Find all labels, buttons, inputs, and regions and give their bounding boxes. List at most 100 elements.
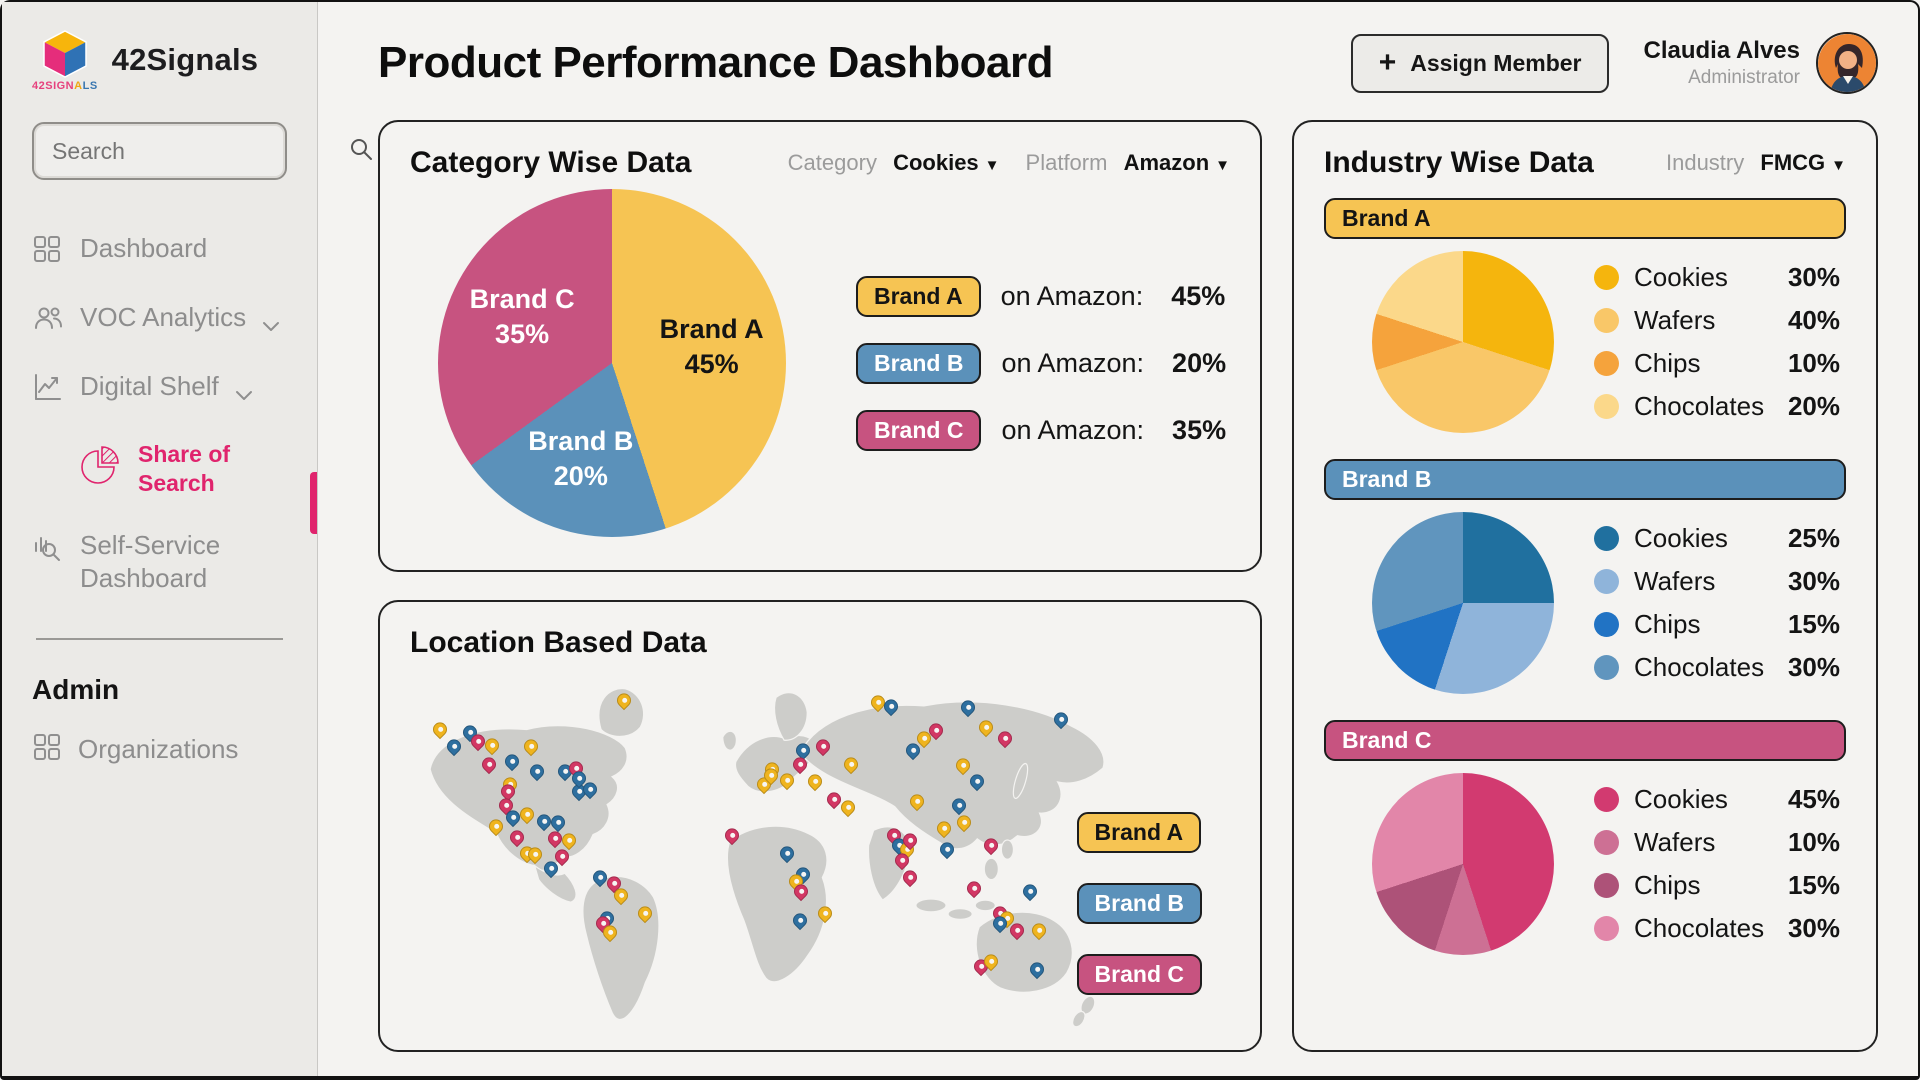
industry-section-row: Cookies 30% Wafers 40% Chips 10% Chocolates 20%	[1324, 251, 1846, 433]
legend-dot	[1594, 655, 1619, 680]
search-input[interactable]	[52, 137, 348, 165]
legend-value: 30%	[1787, 566, 1840, 596]
legend-label: Chocolates	[1634, 652, 1765, 682]
grid-icon	[32, 234, 64, 271]
dropdown-arrow-icon: ▼	[1831, 157, 1846, 174]
industry-legend: Cookies 45% Wafers 10% Chips 15% Chocolates 30%	[1594, 784, 1846, 944]
legend-value: 15%	[1787, 609, 1840, 639]
legend-dot	[1594, 308, 1619, 333]
sidebar-item-label: Share of Search	[138, 441, 231, 496]
sidebar-nav: Dashboard VOC Analytics Digital Shelf	[32, 232, 287, 594]
legend-value: 30%	[1787, 262, 1840, 292]
sidebar-item-digital-shelf[interactable]: Digital Shelf	[32, 370, 287, 409]
grid-icon	[32, 732, 64, 769]
brand-chip-brand-a[interactable]: Brand A	[856, 275, 981, 317]
platform-filter-label: Platform	[1025, 150, 1108, 175]
category-filter[interactable]: Category Cookies ▼	[788, 150, 1000, 176]
chevron-down-icon[interactable]	[262, 309, 280, 340]
industry-legend-row: Chips 15%	[1594, 609, 1840, 640]
legend-value: 45%	[1787, 784, 1840, 814]
assign-member-button[interactable]: + Assign Member	[1350, 33, 1610, 93]
search-box[interactable]	[32, 122, 372, 180]
industry-filter-label: Industry	[1665, 150, 1745, 175]
admin-section-label: Admin	[32, 674, 120, 705]
industry-legend-row: Cookies 45%	[1594, 784, 1840, 815]
sidebar-item-share-of-search[interactable]: Share of Search	[74, 439, 287, 499]
brand-chip-brand-a[interactable]: Brand A	[1076, 812, 1202, 853]
legend-label: Chips	[1634, 609, 1701, 639]
legend-label: Wafers	[1634, 566, 1716, 596]
platform-filter[interactable]: Platform Amazon ▼	[1026, 150, 1230, 176]
main-content: Product Performance Dashboard + Assign M…	[318, 2, 1918, 1076]
sidebar-item-organizations[interactable]: Organizations	[32, 730, 287, 769]
brand-chip-brand-c[interactable]: Brand C	[856, 409, 982, 451]
brand-chip-brand-c[interactable]: Brand C	[1076, 954, 1202, 995]
legend-value: 25%	[1787, 523, 1840, 553]
legend-dot	[1594, 787, 1619, 812]
category-legend-row: Brand B on Amazon: 20%	[856, 342, 1226, 384]
sidebar-item-self-service-dashboard[interactable]: Self-Service Dashboard	[32, 529, 287, 594]
sidebar-divider	[36, 638, 283, 640]
legend-row-value: 45%	[1171, 280, 1226, 311]
legend-value: 10%	[1787, 348, 1840, 378]
world-map: Brand A Brand B Brand C	[410, 672, 1230, 1028]
line-chart-icon	[32, 372, 64, 409]
brand-chip-brand-b[interactable]: Brand B	[1076, 883, 1202, 924]
pie-slice-label: Brand A 45%	[659, 314, 764, 380]
category-legend-row: Brand C on Amazon: 35%	[856, 409, 1226, 451]
legend-label: Chips	[1634, 348, 1701, 378]
category-legend: Brand A on Amazon: 45% Brand B on Amazon: 20%…	[856, 275, 1226, 451]
industry-section-row: Cookies 45% Wafers 10% Chips 15% Chocolates 30%	[1324, 773, 1846, 955]
industry-filter[interactable]: Industry FMCG ▼	[1666, 150, 1846, 176]
legend-value: 20%	[1787, 391, 1840, 421]
industry-legend-row: Chips 15%	[1594, 870, 1840, 901]
category-legend-row: Brand A on Amazon: 45%	[856, 275, 1226, 317]
people-icon	[32, 303, 64, 340]
pie-slice-label: Brand B 20%	[528, 425, 634, 491]
industry-sections: Brand A Cookies 30% Wafers 40% Chips 10% Chocol…	[1324, 198, 1846, 1026]
category-pie-chart: Brand A 45% Brand B 20% Brand C 35%	[438, 189, 786, 537]
map-brand-chips: Brand A Brand B Brand C	[1076, 812, 1202, 995]
industry-legend-row: Chocolates 30%	[1594, 652, 1840, 683]
legend-label: Cookies	[1634, 262, 1728, 292]
legend-value: 10%	[1787, 827, 1840, 857]
platform-filter-value[interactable]: Amazon ▼	[1123, 150, 1230, 175]
sidebar-item-dashboard[interactable]: Dashboard	[32, 232, 287, 271]
sidebar-item-voc-analytics[interactable]: VOC Analytics	[32, 301, 287, 340]
legend-label: Chocolates	[1634, 913, 1765, 943]
legend-label: Cookies	[1634, 784, 1728, 814]
category-filter-value[interactable]: Cookies ▼	[893, 150, 1000, 175]
chevron-down-icon[interactable]	[235, 378, 253, 409]
legend-label: Cookies	[1634, 523, 1728, 553]
dashboard-grid: Category Wise Data Category Cookies ▼ Pla…	[378, 120, 1878, 1052]
avatar[interactable]	[1816, 32, 1878, 94]
legend-row-text: on Amazon:	[1001, 347, 1145, 378]
industry-pie-chart-a	[1372, 251, 1554, 433]
brand-chip-brand-a[interactable]: Brand A	[1324, 198, 1846, 239]
legend-dot	[1594, 830, 1619, 855]
legend-label: Wafers	[1634, 827, 1716, 857]
page-title: Product Performance Dashboard	[378, 38, 1053, 87]
legend-dot	[1594, 916, 1619, 941]
industry-filter-value[interactable]: FMCG ▼	[1760, 150, 1846, 175]
brand-name: 42Signals	[111, 42, 259, 77]
sidebar: 42SIGNALS 42Signals Dashboard VOC Analy	[2, 2, 372, 1076]
brand-chip-brand-b[interactable]: Brand B	[1324, 459, 1846, 500]
sidebar-item-label: Digital Shelf	[80, 371, 219, 401]
industry-card-title: Industry Wise Data	[1324, 146, 1594, 179]
chart-search-icon	[32, 531, 64, 570]
search-icon[interactable]	[348, 136, 374, 167]
industry-legend: Cookies 30% Wafers 40% Chips 10% Chocolates 20%	[1594, 262, 1846, 422]
user-block[interactable]: Claudia Alves Administrator	[1643, 32, 1878, 94]
assign-member-label: Assign Member	[1410, 49, 1582, 76]
brand-chip-brand-b[interactable]: Brand B	[856, 342, 982, 384]
industry-pie-chart-c	[1372, 773, 1554, 955]
legend-value: 40%	[1787, 305, 1840, 335]
brand-chip-brand-c[interactable]: Brand C	[1324, 720, 1846, 761]
legend-dot	[1594, 526, 1619, 551]
sidebar-item-label: Organizations	[78, 734, 239, 764]
industry-pie-chart-b	[1372, 512, 1554, 694]
user-role: Administrator	[1688, 67, 1800, 88]
topbar: Product Performance Dashboard + Assign M…	[378, 32, 1878, 94]
industry-legend-row: Wafers 40%	[1594, 305, 1840, 336]
